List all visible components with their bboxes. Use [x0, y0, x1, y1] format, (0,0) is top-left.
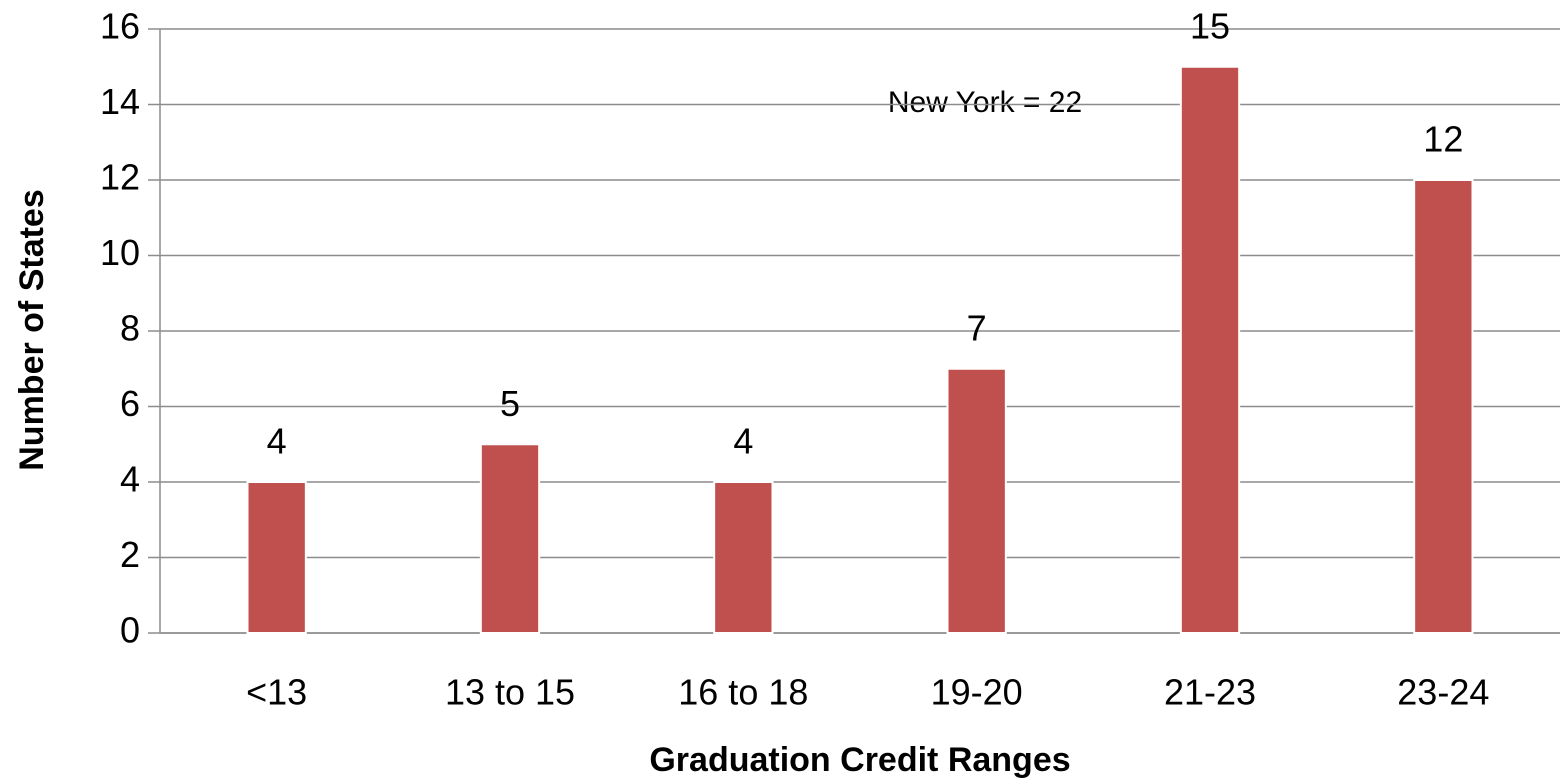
data-label: 5	[500, 383, 520, 424]
data-label: 15	[1190, 5, 1230, 46]
bar	[246, 481, 307, 634]
y-tick-label: 8	[120, 308, 140, 349]
y-tick-label: 12	[100, 157, 140, 198]
y-tick-label: 16	[100, 6, 140, 47]
y-tick-label: 14	[100, 81, 140, 122]
x-tick-label: 16 to 18	[678, 672, 808, 713]
bar	[1413, 179, 1474, 634]
y-axis-title: Number of States	[13, 189, 51, 471]
bar	[713, 481, 774, 634]
data-label: 12	[1423, 119, 1463, 160]
data-label: 7	[967, 307, 987, 348]
x-tick-label: 19-20	[931, 672, 1023, 713]
x-tick-label: 23-24	[1397, 672, 1489, 713]
bar	[1179, 65, 1241, 634]
data-label: 4	[267, 421, 287, 462]
x-tick-label: <13	[246, 672, 307, 713]
x-tick-label: 21-23	[1164, 672, 1256, 713]
y-tick-label: 10	[100, 232, 140, 273]
x-tick-label: 13 to 15	[445, 672, 575, 713]
x-axis-title: Graduation Credit Ranges	[649, 741, 1070, 779]
bar	[479, 443, 541, 634]
annotation: New York = 22	[888, 86, 1082, 119]
y-tick-label: 4	[120, 459, 140, 500]
y-tick-label: 0	[120, 610, 140, 651]
y-tick-label: 2	[120, 534, 140, 575]
data-label: 4	[733, 421, 753, 462]
y-tick-label: 6	[120, 383, 140, 424]
bar	[946, 367, 1007, 634]
